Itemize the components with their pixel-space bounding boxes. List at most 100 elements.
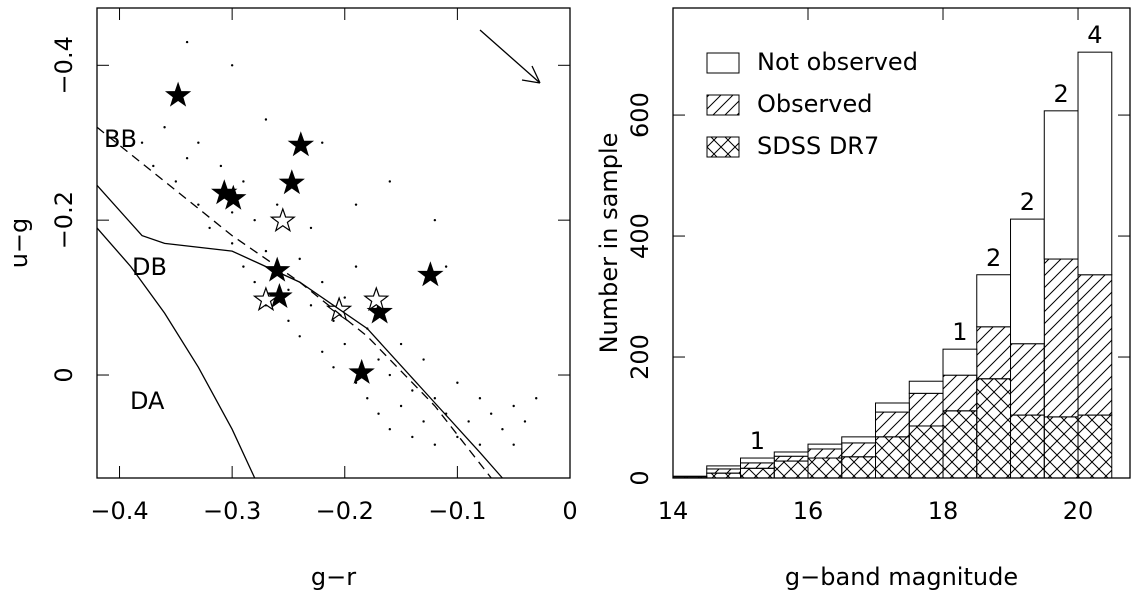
data-point [411, 389, 414, 392]
histogram-bar [976, 326, 1012, 380]
histogram-bar [942, 348, 978, 376]
star [220, 184, 247, 210]
data-point [501, 428, 504, 431]
data-point [422, 358, 425, 361]
data-point [309, 304, 313, 307]
bar-annotation: 1 [750, 427, 765, 455]
histogram-bar [1010, 343, 1045, 416]
data-point [321, 141, 324, 144]
data-point [444, 265, 448, 268]
left-frame [96, 7, 571, 479]
y-tick-label: 200 [626, 334, 654, 380]
histogram-bar [942, 374, 978, 412]
data-point [399, 342, 403, 346]
histogram-bar [841, 456, 877, 479]
star [269, 207, 296, 233]
data-point [230, 242, 234, 245]
histogram-bar [740, 467, 775, 479]
data-point [512, 404, 515, 408]
data-point [535, 397, 538, 400]
y-tick-label: 0 [50, 367, 78, 382]
histogram-bar [706, 468, 742, 474]
histogram-bar [807, 457, 843, 479]
data-point [163, 126, 166, 129]
x-axis-label: g−band magnitude [785, 563, 1018, 591]
x-tick-label: −0.3 [203, 497, 261, 525]
legend-swatch [706, 94, 740, 116]
y-axis-label: u−g [5, 218, 33, 269]
y-axis-label: Number in sample [595, 133, 623, 354]
y-tick-label: −0.4 [50, 36, 78, 94]
y-tick-label: −0.2 [50, 191, 78, 249]
data-point [242, 180, 245, 183]
histogram-bar [672, 475, 708, 478]
x-tick-label: 20 [1063, 497, 1094, 525]
data-point [478, 443, 482, 446]
star [164, 81, 192, 107]
model-curve [96, 227, 256, 479]
data-point [433, 218, 437, 222]
data-point [512, 443, 515, 446]
region-label: DA [130, 387, 165, 415]
histogram-bar [875, 411, 910, 438]
model-curve [96, 184, 503, 479]
histogram-bar [740, 462, 775, 469]
histogram-bar [908, 425, 944, 479]
data-point [433, 397, 437, 400]
data-point [411, 435, 414, 439]
histogram-bar [1010, 218, 1045, 345]
reddening-arrow [479, 29, 541, 84]
data-point [287, 319, 290, 323]
histogram-bar [773, 460, 809, 479]
histogram-bar [1043, 110, 1079, 260]
histogram-bar [706, 465, 742, 470]
legend-label: Not observed [757, 48, 918, 76]
legend-label: Observed [757, 90, 872, 118]
x-tick-label: −0.1 [428, 497, 486, 525]
histogram-bar [841, 436, 877, 444]
data-point [332, 366, 335, 369]
data-point [332, 319, 335, 323]
x-tick-label: −0.4 [90, 497, 148, 525]
histogram-bar [1043, 416, 1079, 479]
star [266, 282, 293, 308]
data-point [309, 226, 313, 230]
data-point [354, 265, 358, 268]
x-tick-label: 14 [658, 497, 689, 525]
data-point [388, 428, 392, 431]
data-point [197, 141, 200, 144]
data-point [230, 64, 234, 67]
data-point [253, 280, 256, 284]
data-point [197, 203, 200, 206]
data-point [253, 218, 256, 222]
data-point [264, 118, 268, 121]
x-tick-label: 0 [562, 497, 577, 525]
y-tick-label: 600 [626, 92, 654, 138]
histogram-bar [1077, 274, 1113, 416]
region-label: DB [132, 253, 167, 281]
bar-annotation: 4 [1087, 21, 1102, 49]
legend-swatch [706, 136, 740, 158]
data-point [298, 335, 301, 338]
star [348, 358, 375, 384]
data-point [388, 180, 392, 183]
data-point [366, 397, 369, 400]
data-point [321, 280, 324, 284]
histogram-bar [1077, 414, 1113, 479]
data-point [343, 342, 346, 346]
data-point [377, 358, 380, 361]
data-point [230, 211, 234, 214]
histogram-bar [1043, 258, 1079, 418]
y-tick-label: 400 [626, 213, 654, 259]
histogram-bar [942, 410, 978, 479]
histogram-bar [773, 455, 809, 462]
star [264, 256, 291, 282]
data-point [377, 412, 380, 415]
data-point [422, 420, 425, 423]
model-curve [96, 126, 492, 479]
bar-annotation: 2 [1054, 80, 1069, 108]
data-point [467, 420, 470, 423]
x-tick-label: 18 [928, 497, 959, 525]
data-point [478, 397, 482, 400]
